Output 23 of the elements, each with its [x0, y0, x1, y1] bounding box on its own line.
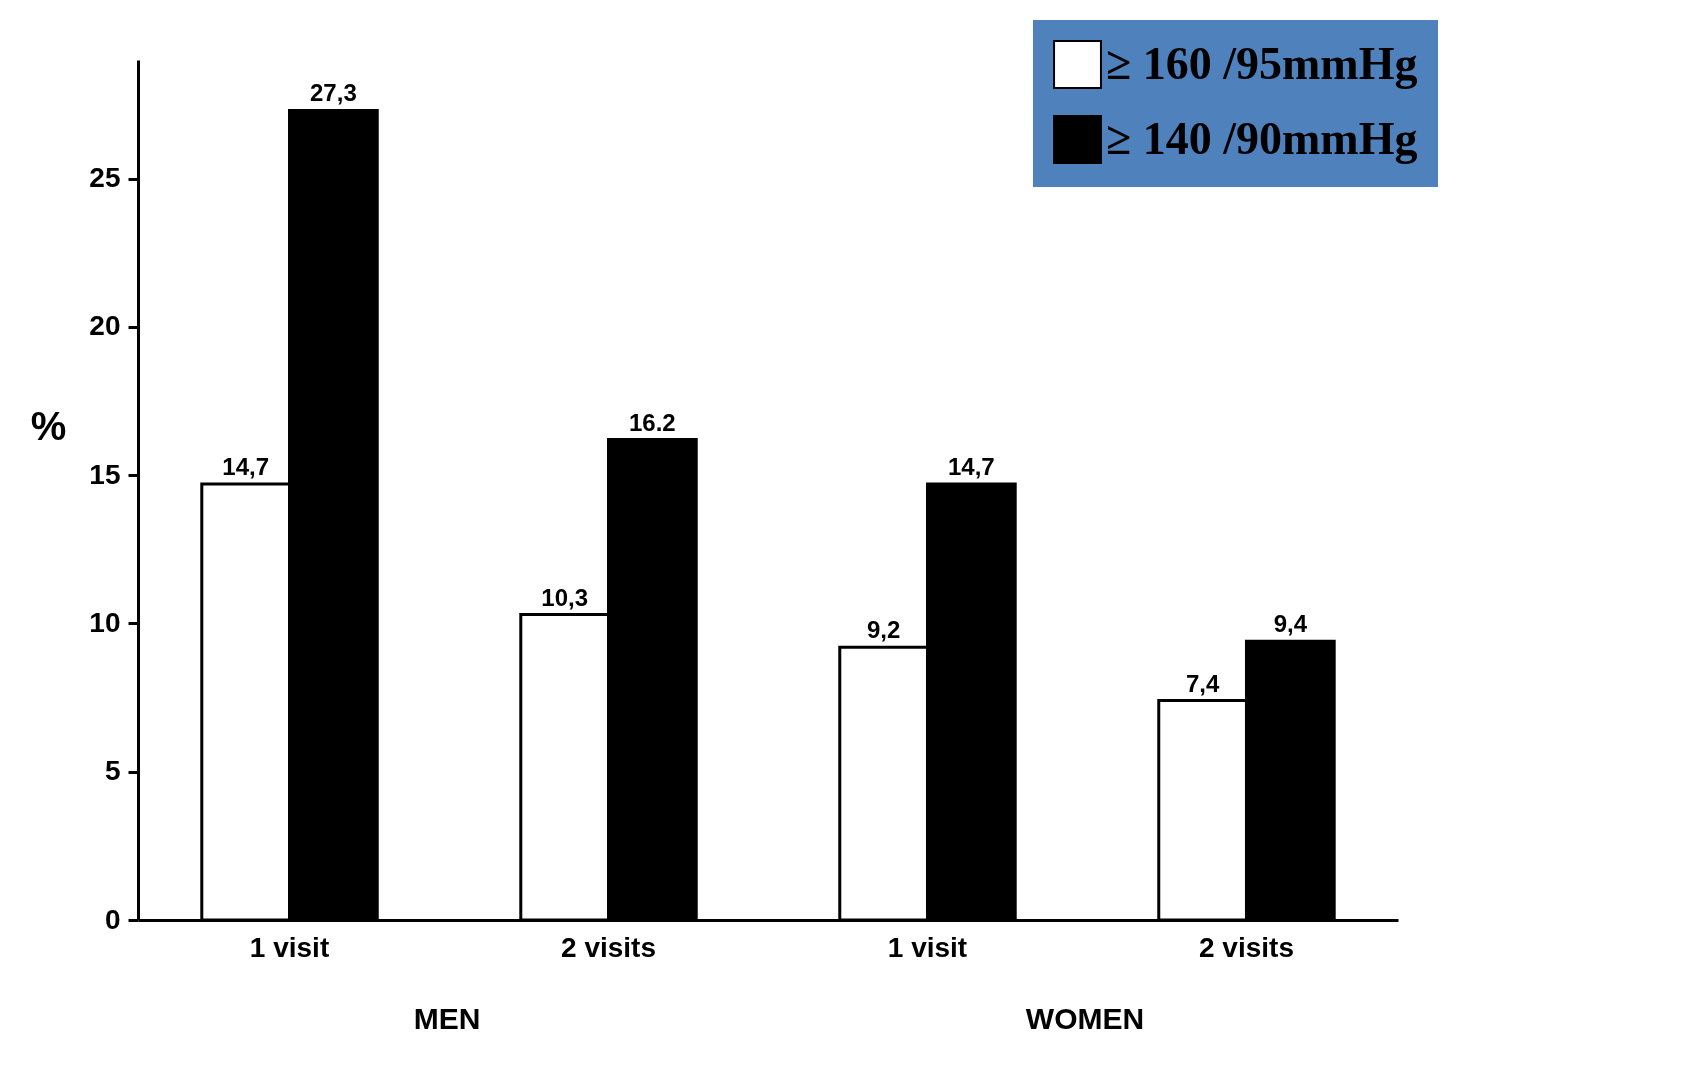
y-tick-label: 15 [89, 458, 121, 490]
legend-label: ≥ 160 /95mmHg [1106, 37, 1418, 89]
data-label: 14,7 [948, 453, 995, 481]
data-label: 27,3 [310, 79, 357, 107]
data-label: 16.2 [629, 408, 676, 436]
y-tick-label: 5 [104, 755, 121, 787]
y-tick-label: 0 [104, 903, 121, 935]
text: WOMEN [1025, 1002, 1145, 1035]
x-tick-label: 1 visit [887, 931, 968, 963]
data-label: 9,2 [866, 616, 901, 644]
data-label: 7,4 [1185, 669, 1220, 697]
x-tick-label: 2 visits [1199, 931, 1294, 963]
legend-label: ≥ 140 /90mmHg [1106, 112, 1418, 164]
y-axis-title: % [30, 403, 67, 448]
x-tick-label: 1 visit [249, 931, 330, 963]
x-tick-label: 2 visits [561, 931, 656, 963]
y-tick-label: 20 [89, 310, 121, 342]
y-tick-label: 10 [89, 606, 121, 638]
data-label: 9,4 [1273, 610, 1308, 638]
y-tick-label: 25 [89, 162, 121, 194]
text: MEN [413, 1002, 481, 1035]
data-label: 14,7 [222, 453, 270, 481]
data-label: 10,3 [541, 583, 588, 611]
